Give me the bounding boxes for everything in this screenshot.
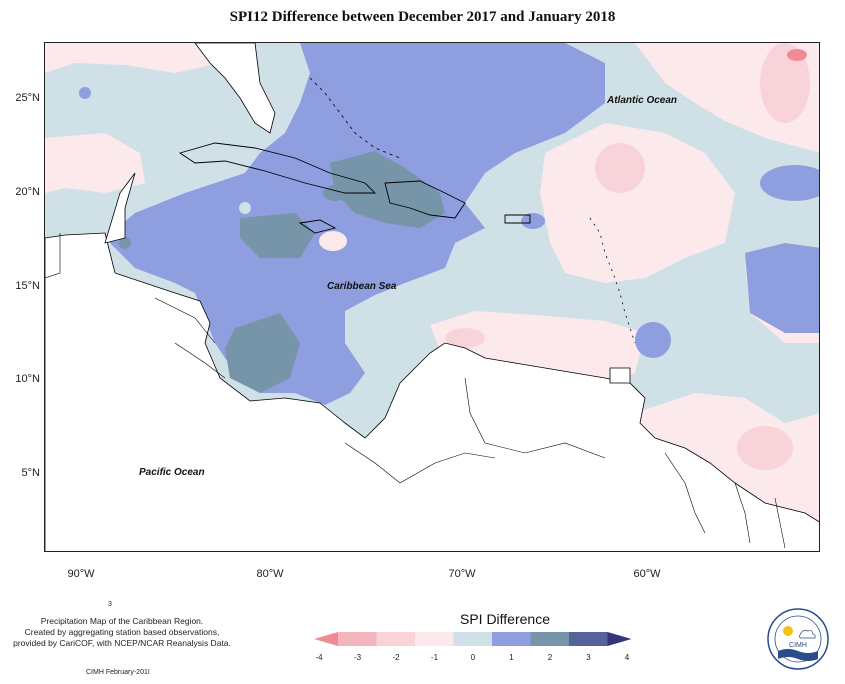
legend-tick-label: 2 — [548, 653, 553, 662]
island-hispaniola — [384, 180, 466, 219]
legend-swatch — [492, 632, 531, 646]
footer-line-1: Precipitation Map of the Caribbean Regio… — [40, 616, 204, 626]
legend-swatch — [376, 632, 415, 646]
label-pacific-ocean: Pacific Ocean — [139, 467, 205, 478]
legend-tick-label: -4 — [315, 653, 323, 662]
label-atlantic-ocean: Atlantic Ocean — [607, 95, 678, 106]
legend-tick-label: 4 — [625, 653, 630, 662]
label-caribbean-sea: Caribbean Sea — [327, 281, 397, 292]
lon-tick-70w: 70°W — [448, 568, 476, 580]
dark-region-hispaniola — [330, 151, 445, 228]
map-frame: Atlantic Ocean Caribbean Sea Pacific Oce… — [44, 42, 820, 552]
land-florida — [194, 43, 276, 134]
pink-region-gulf — [45, 133, 145, 193]
lon-tick-60w: 60°W — [633, 568, 661, 580]
island-cuba — [178, 142, 377, 194]
legend-swatch — [453, 632, 492, 646]
island-chain-antilles — [589, 217, 636, 344]
footer-line-3: provided by CariCOF, with NCEP/NCAR Rean… — [13, 638, 231, 648]
pink-region-northwest — [45, 43, 220, 73]
lon-tick-80w: 80°W — [256, 568, 284, 580]
island-trinidad — [609, 367, 631, 384]
footer-line-2: Created by aggregating station based obs… — [24, 627, 220, 637]
land-yucatan — [104, 172, 136, 244]
land-central-south-america — [45, 232, 819, 551]
island-chain-bahamas — [309, 77, 401, 159]
legend-tick-label: -3 — [354, 653, 362, 662]
legend-tick-label: 3 — [586, 653, 591, 662]
legend-tick-label: 0 — [471, 653, 476, 662]
dark-region-panama — [225, 313, 300, 393]
map-title: SPI12 Difference between December 2017 a… — [229, 9, 616, 25]
legend-title: SPI Difference — [459, 611, 550, 627]
legend-swatch — [607, 632, 632, 646]
pink-region-central-atlantic — [540, 123, 735, 283]
legend-tick-label: 1 — [509, 653, 514, 662]
dark-region-jamaica — [240, 213, 315, 258]
lat-tick-15n: 15°N — [15, 280, 40, 292]
legend-swatch — [338, 632, 377, 646]
spi-difference-map — [45, 43, 819, 551]
legend-colorbar: -4 -3 -2 -1 0 1 2 3 4 — [314, 632, 632, 662]
pink-region-south-caribbean — [430, 311, 645, 388]
footer-marker: 3 — [108, 601, 112, 608]
legend-swatch — [530, 632, 569, 646]
legend-tick-label: -2 — [392, 653, 400, 662]
lat-tick-20n: 20°N — [15, 186, 40, 198]
wave-icon — [778, 649, 818, 661]
cloud-icon — [798, 630, 816, 639]
lat-tick-10n: 10°N — [15, 373, 40, 385]
island-jamaica — [298, 219, 337, 234]
legend-tick-label: -1 — [431, 653, 439, 662]
island-puerto-rico — [504, 214, 531, 224]
cimh-logo: CIMH — [767, 608, 829, 670]
footer-note: Precipitation Map of the Caribbean Regio… — [12, 616, 232, 649]
footer-credit: CIMH February-201I — [86, 669, 150, 676]
lon-tick-90w: 90°W — [67, 568, 95, 580]
lat-tick-25n: 25°N — [15, 92, 40, 104]
lat-tick-5n: 5°N — [21, 467, 40, 479]
blue-region-bahamas — [105, 43, 605, 405]
blue-region-east-atlantic — [745, 243, 819, 333]
legend-swatch — [569, 632, 608, 646]
sun-icon — [783, 626, 793, 636]
logo-text: CIMH — [789, 642, 807, 649]
legend-swatch — [415, 632, 454, 646]
legend-swatch — [314, 632, 338, 646]
